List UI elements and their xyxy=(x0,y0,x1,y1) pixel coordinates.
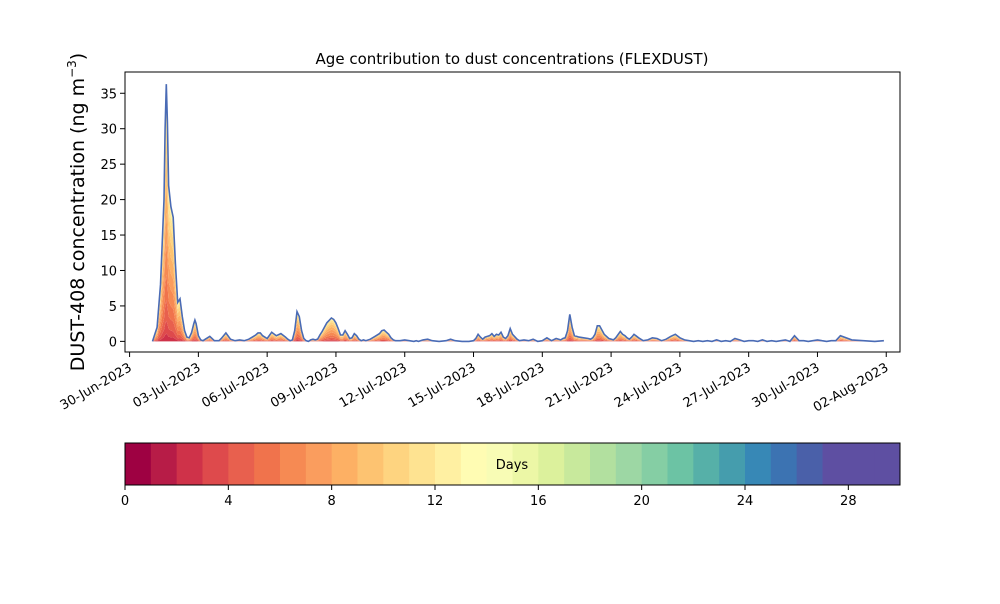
colorbar-segment xyxy=(564,443,590,485)
colorbar-segment xyxy=(693,443,719,485)
colorbar-segment xyxy=(461,443,487,485)
colorbar-segment xyxy=(228,443,254,485)
colorbar-segment xyxy=(745,443,771,485)
colorbar-segment xyxy=(358,443,384,485)
y-tick-label: 10 xyxy=(100,264,117,279)
colorbar-segment xyxy=(848,443,874,485)
chart: Age contribution to dust concentrations … xyxy=(0,0,1000,600)
colorbar-segment xyxy=(177,443,203,485)
colorbar-tick-label: 8 xyxy=(328,494,336,509)
y-tick-label: 35 xyxy=(100,87,117,102)
colorbar-segment xyxy=(280,443,306,485)
y-tick-label: 25 xyxy=(100,158,117,173)
colorbar-segment xyxy=(203,443,229,485)
y-tick-label: 5 xyxy=(109,300,117,315)
colorbar-segment xyxy=(719,443,745,485)
colorbar-tick-label: 4 xyxy=(224,494,232,509)
colorbar-segment xyxy=(435,443,461,485)
chart-title: Age contribution to dust concentrations … xyxy=(316,50,709,68)
colorbar-segment xyxy=(254,443,280,485)
colorbar-segment xyxy=(771,443,797,485)
colorbar-segment xyxy=(823,443,849,485)
y-axis-label: DUST-408 concentration (ng m−3) xyxy=(65,53,89,371)
colorbar-segment xyxy=(642,443,668,485)
y-tick-label: 15 xyxy=(100,229,117,244)
colorbar-segment xyxy=(668,443,694,485)
colorbar-segment xyxy=(332,443,358,485)
colorbar-segment xyxy=(874,443,900,485)
chart-background xyxy=(0,0,1000,600)
colorbar-label: Days xyxy=(496,458,529,473)
colorbar-tick-label: 0 xyxy=(121,494,129,509)
colorbar-segment xyxy=(616,443,642,485)
colorbar-tick-label: 12 xyxy=(427,494,444,509)
colorbar-segment xyxy=(409,443,435,485)
colorbar-tick-label: 16 xyxy=(530,494,547,509)
colorbar-segment xyxy=(383,443,409,485)
colorbar-segment xyxy=(151,443,177,485)
colorbar-segment xyxy=(590,443,616,485)
colorbar-segment xyxy=(125,443,151,485)
colorbar-tick-label: 28 xyxy=(840,494,857,509)
colorbar-segment xyxy=(306,443,332,485)
colorbar-segment xyxy=(797,443,823,485)
colorbar-tick-label: 24 xyxy=(737,494,754,509)
colorbar-segment xyxy=(538,443,564,485)
y-tick-label: 0 xyxy=(109,335,117,350)
colorbar-tick-label: 20 xyxy=(633,494,650,509)
y-tick-label: 20 xyxy=(100,194,117,209)
y-tick-label: 30 xyxy=(100,123,117,138)
